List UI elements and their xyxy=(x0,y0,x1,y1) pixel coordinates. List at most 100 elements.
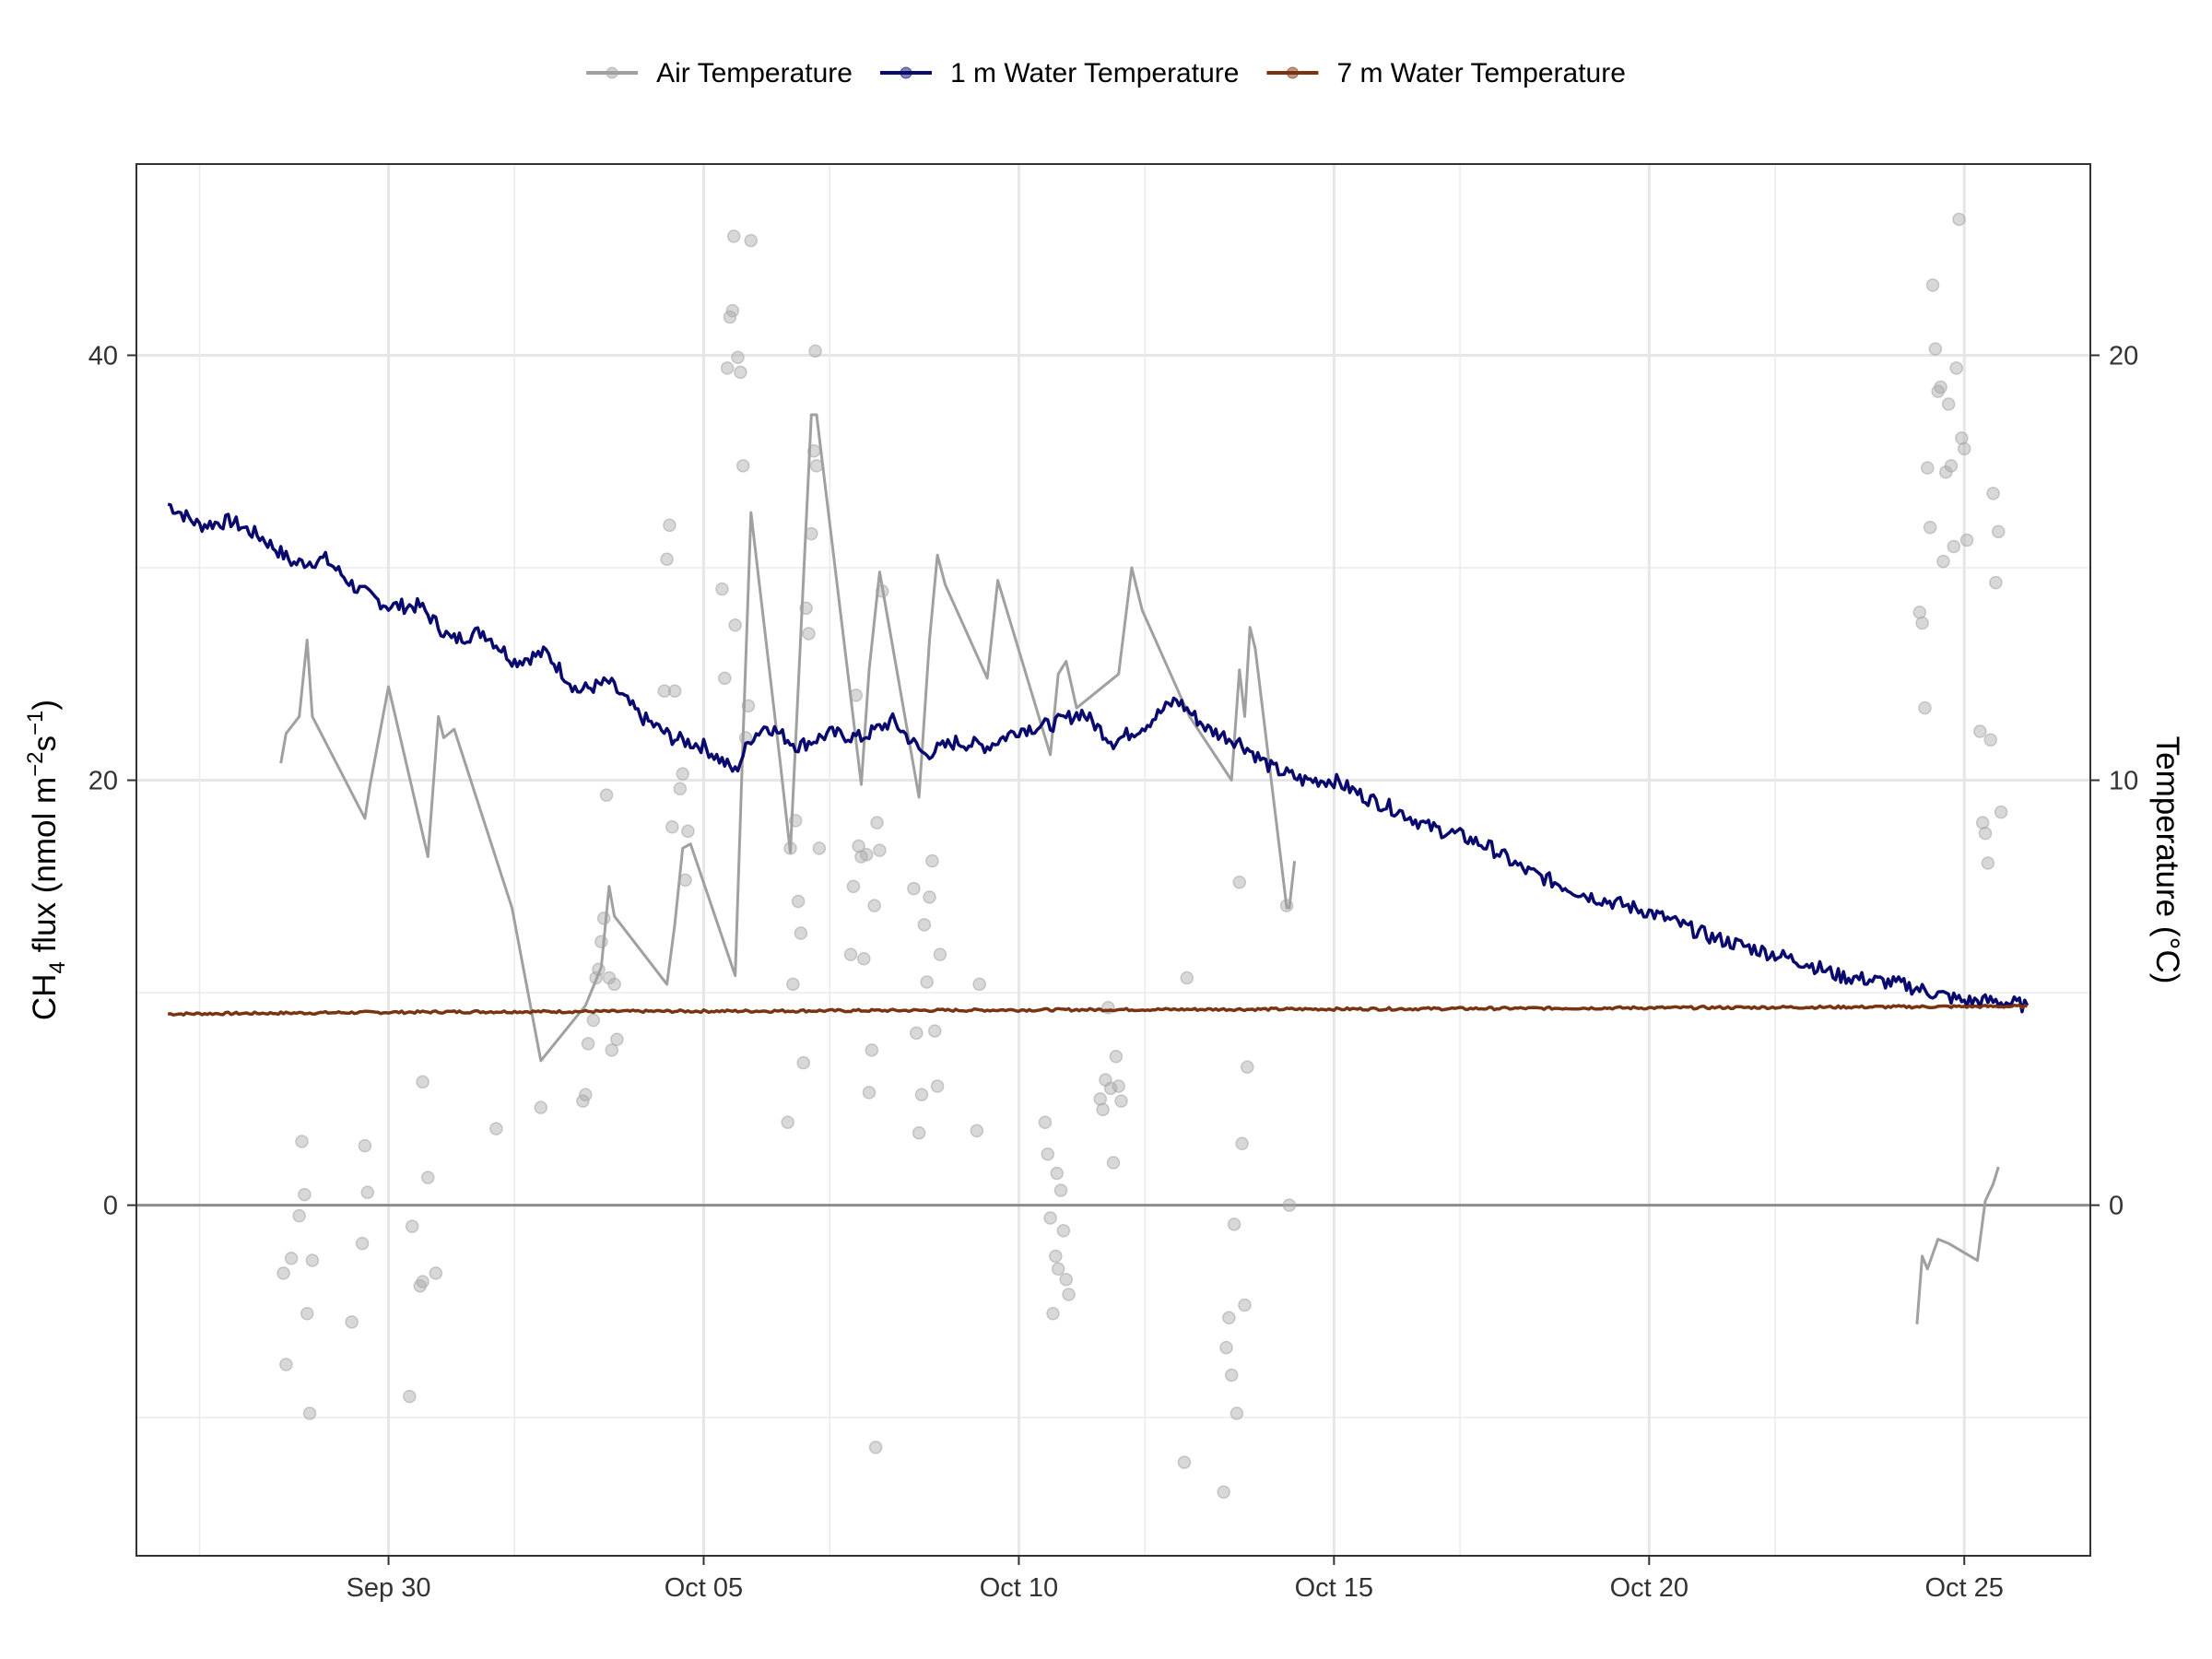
flux-point xyxy=(862,1086,877,1100)
y-right-axis-ticks: 0 10 20 xyxy=(2090,341,2138,1221)
flux-point xyxy=(1056,1224,1071,1238)
flux-point xyxy=(607,977,621,992)
flux-point xyxy=(1050,1166,1064,1181)
flux-point xyxy=(1952,212,1966,227)
flux-point xyxy=(605,1043,619,1057)
flux-point xyxy=(1114,1094,1128,1108)
flux-point xyxy=(657,684,671,698)
flux-point xyxy=(859,847,874,862)
flux-point xyxy=(914,1088,929,1101)
flux-point xyxy=(1918,700,1932,715)
y-left-tick-label: 20 xyxy=(88,767,118,796)
flux-point xyxy=(358,1138,372,1153)
flux-point xyxy=(1994,805,2008,819)
flux-point xyxy=(1992,524,2006,539)
flux-point xyxy=(1934,380,1947,394)
flux-point xyxy=(781,1115,794,1129)
series-line-7m-water-temperature xyxy=(168,1003,2029,1017)
flux-point xyxy=(610,1032,624,1047)
flux-point xyxy=(725,303,740,318)
flux-point xyxy=(802,627,816,641)
flux-point xyxy=(1973,724,1987,738)
flux-point xyxy=(1959,533,1974,547)
flux-point xyxy=(927,1024,942,1038)
flux-point xyxy=(1235,1136,1249,1151)
flux-point xyxy=(1957,441,1971,456)
flux-point xyxy=(403,1389,417,1404)
flux-point xyxy=(808,344,822,359)
flux-point xyxy=(1059,1273,1073,1287)
flux-point xyxy=(676,767,689,781)
flux-point xyxy=(355,1236,370,1251)
flux-point xyxy=(1921,461,1935,475)
x-tick-label: Sep 30 xyxy=(347,1573,431,1603)
flux-point xyxy=(1222,1311,1236,1325)
flux-point xyxy=(276,1266,290,1280)
flux-point xyxy=(300,1306,314,1321)
y-left-axis-title: CH4 flux (nmol m−2s−1) xyxy=(23,700,70,1020)
panel-border xyxy=(135,163,2091,1557)
flux-point xyxy=(489,1122,503,1135)
flux-point xyxy=(1915,616,1929,630)
y-right-tick-label: 0 xyxy=(2109,1192,2124,1221)
flux-point xyxy=(930,1079,945,1093)
flux-point xyxy=(917,918,932,932)
legend-label: 1 m Water Temperature xyxy=(950,58,1239,88)
flux-point xyxy=(791,894,806,909)
flux-point xyxy=(1062,1288,1076,1301)
flux-point xyxy=(1947,539,1961,554)
grid xyxy=(136,164,2090,1556)
flux-point xyxy=(1241,1060,1254,1075)
legend-key-point xyxy=(1286,66,1299,79)
x-tick-label: Oct 20 xyxy=(1610,1573,1688,1603)
flux-point xyxy=(907,881,921,896)
flux-point xyxy=(298,1187,312,1202)
x-tick-label: Oct 15 xyxy=(1295,1573,1373,1603)
flux-point xyxy=(660,552,674,567)
flux-point xyxy=(1928,342,1943,356)
flux-point xyxy=(933,947,947,961)
flux-point xyxy=(1925,278,1940,292)
flux-point xyxy=(421,1171,435,1184)
flux-point xyxy=(1177,1455,1192,1469)
flux-point xyxy=(279,1358,293,1371)
flux-point xyxy=(1981,856,1995,870)
flux-point xyxy=(867,899,881,912)
flux-point xyxy=(416,1275,429,1288)
legend-label: 7 m Water Temperature xyxy=(1336,58,1625,88)
flux-point xyxy=(865,1043,879,1057)
flux-point xyxy=(1219,1340,1233,1355)
flux-point xyxy=(715,582,729,596)
flux-point xyxy=(305,1253,320,1267)
flux-point xyxy=(1936,554,1950,569)
legend-key-point xyxy=(606,66,618,79)
flux-point xyxy=(1986,487,2000,500)
flux-point xyxy=(718,671,732,686)
flux-point xyxy=(970,1124,984,1138)
flux-point xyxy=(1983,733,1997,747)
flux-point xyxy=(665,820,679,834)
x-axis-ticks: Sep 30 Oct 05 Oct 10 Oct 15 Oct 20 Oct 25 xyxy=(347,1556,2004,1603)
flux-point xyxy=(731,350,745,365)
flux-point xyxy=(1043,1211,1057,1225)
flux-point xyxy=(1282,1198,1297,1212)
flux-point xyxy=(857,951,871,966)
flux-points xyxy=(276,212,2008,1500)
flux-point xyxy=(1038,1115,1053,1129)
flux-point xyxy=(727,229,741,243)
flux-point xyxy=(667,684,682,698)
series-lines xyxy=(167,413,2030,1324)
flux-point xyxy=(292,1208,306,1223)
flux-point xyxy=(1978,826,1993,841)
flux-point xyxy=(1180,971,1194,985)
flux-point xyxy=(734,365,747,380)
flux-point xyxy=(302,1406,317,1420)
flux-point xyxy=(1944,459,1959,473)
flux-point xyxy=(534,1100,548,1114)
flux-point xyxy=(295,1135,309,1148)
flux-point xyxy=(972,977,986,992)
flux-point xyxy=(429,1266,443,1280)
flux-point xyxy=(1232,875,1247,889)
flux-point xyxy=(681,824,695,839)
